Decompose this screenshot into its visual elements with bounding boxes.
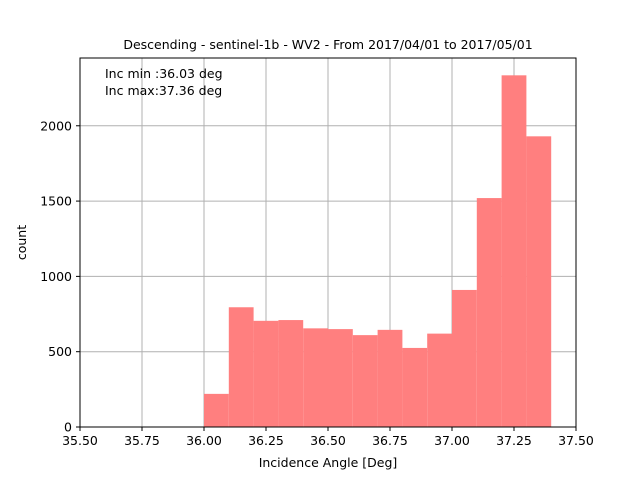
x-tick-label: 36.25 xyxy=(248,433,284,448)
y-tick-label: 0 xyxy=(64,420,72,435)
histogram-bar xyxy=(303,328,328,427)
histogram-bar xyxy=(204,393,229,427)
histogram-bar xyxy=(377,329,403,427)
y-tick-label: 2000 xyxy=(40,118,72,133)
x-tick-label: 36.75 xyxy=(372,433,408,448)
histogram-bar xyxy=(253,320,279,427)
chart-title: Descending - sentinel-1b - WV2 - From 20… xyxy=(123,37,532,52)
histogram-bar xyxy=(452,289,477,427)
y-tick-label: 500 xyxy=(48,344,72,359)
histogram-bar xyxy=(427,333,452,427)
x-tick-label: 37.00 xyxy=(434,433,470,448)
y-tick-label: 1500 xyxy=(40,194,72,209)
annotation-inc-min: Inc min :36.03 deg xyxy=(105,66,223,81)
histogram-bar xyxy=(501,75,527,428)
x-tick-label: 35.50 xyxy=(62,433,98,448)
histogram-bar xyxy=(476,198,502,427)
x-tick-label: 37.25 xyxy=(496,433,532,448)
x-tick-label: 36.00 xyxy=(186,433,222,448)
x-tick-label: 36.50 xyxy=(310,433,346,448)
histogram-bars xyxy=(204,75,552,428)
axis-ticks: 35.50 35.75 36.00 36.25 36.50 36.75 37.00 37.25… xyxy=(40,118,594,448)
x-tick-label: 37.50 xyxy=(558,433,594,448)
histogram-bar xyxy=(402,347,428,427)
y-axis-label: count xyxy=(14,225,29,260)
x-tick-label: 35.75 xyxy=(124,433,160,448)
annotation-inc-max: Inc max:37.36 deg xyxy=(105,83,222,98)
y-tick-label: 1000 xyxy=(40,269,72,284)
histogram-bar xyxy=(328,329,353,427)
histogram-bar xyxy=(278,320,304,427)
histogram-bar xyxy=(526,136,552,428)
histogram-bar xyxy=(228,307,254,427)
x-axis-label: Incidence Angle [Deg] xyxy=(259,455,398,470)
histogram-bar xyxy=(352,335,378,427)
